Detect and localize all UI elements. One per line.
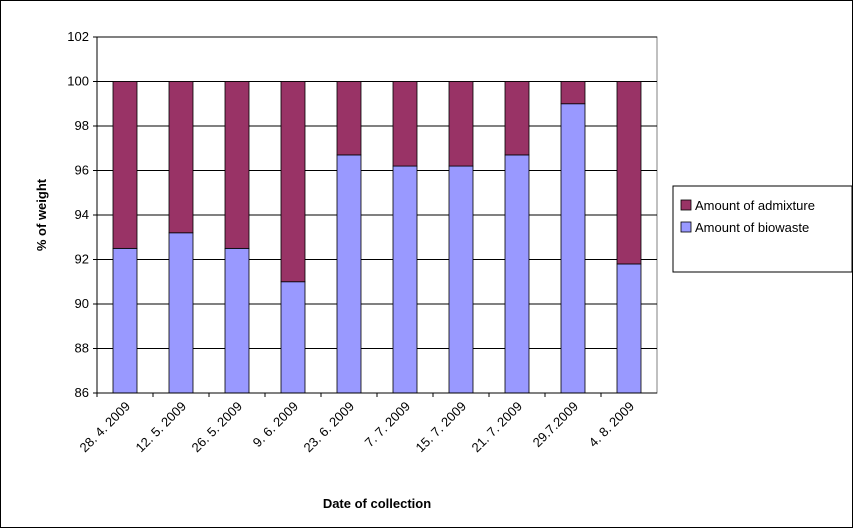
y-axis-title: % of weight xyxy=(34,178,49,251)
bar-segment xyxy=(560,81,586,105)
y-tick-label: 102 xyxy=(67,29,89,44)
bar-segment xyxy=(560,103,586,394)
y-tick-label: 86 xyxy=(75,385,89,400)
y-tick-label: 88 xyxy=(75,341,89,356)
legend-swatch xyxy=(680,221,692,233)
legend-swatch xyxy=(680,199,692,211)
legend-label: Amount of admixture xyxy=(695,198,815,213)
bar-segment xyxy=(224,81,250,249)
bar-segment xyxy=(616,81,642,265)
bar-segment xyxy=(448,165,474,394)
bar-segment xyxy=(112,247,138,394)
bar-segment xyxy=(280,81,306,283)
y-tick-label: 90 xyxy=(75,296,89,311)
bar-segment xyxy=(448,81,474,167)
bar-segment xyxy=(336,154,362,394)
y-tick-label: 92 xyxy=(75,252,89,267)
bar-segment xyxy=(224,247,250,394)
bar-segment xyxy=(504,154,530,394)
bar-segment xyxy=(280,281,306,394)
bar-segment xyxy=(336,81,362,156)
x-axis-title: Date of collection xyxy=(323,496,431,511)
y-tick-label: 96 xyxy=(75,163,89,178)
bar-segment xyxy=(392,81,418,167)
legend-label: Amount of biowaste xyxy=(695,220,809,235)
y-tick-label: 98 xyxy=(75,118,89,133)
legend-box xyxy=(672,185,853,273)
bar-segment xyxy=(392,165,418,394)
bar-segment xyxy=(112,81,138,249)
bar-segment xyxy=(504,81,530,156)
y-tick-label: 94 xyxy=(75,207,89,222)
bar-segment xyxy=(168,81,194,234)
y-tick-label: 100 xyxy=(67,74,89,89)
bar-segment xyxy=(616,263,642,394)
bar-segment xyxy=(168,232,194,394)
